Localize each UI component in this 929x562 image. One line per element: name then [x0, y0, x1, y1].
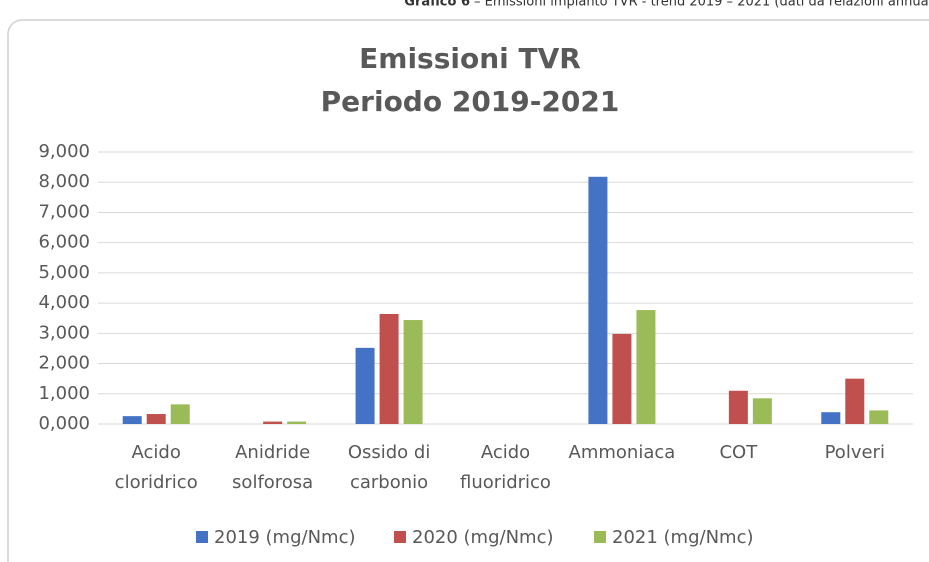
y-tick-label: 5,000: [38, 262, 90, 283]
x-tick-label: cloridrico: [115, 472, 198, 493]
x-tick-label: Ossido di: [348, 442, 431, 463]
y-tick-label: 0,000: [38, 413, 90, 434]
bar: [728, 390, 748, 424]
legend-swatch: [394, 531, 406, 543]
y-tick-label: 4,000: [38, 292, 90, 313]
bar: [636, 310, 656, 424]
bar: [403, 320, 423, 424]
x-tick-label: COT: [719, 442, 758, 463]
x-tick-label: fluoridrico: [460, 472, 551, 493]
legend-label: 2019 (mg/Nmc): [214, 527, 356, 548]
bar: [379, 313, 399, 424]
x-tick-label: Acido: [481, 442, 530, 463]
legend-label: 2021 (mg/Nmc): [612, 527, 754, 548]
x-tick-label: Polveri: [825, 442, 885, 463]
y-tick-label: 9,000: [38, 141, 90, 162]
x-tick-label: Ammoniaca: [569, 442, 676, 463]
bar: [146, 414, 166, 424]
x-tick-label: solforosa: [232, 472, 313, 493]
y-tick-label: 1,000: [38, 383, 90, 404]
x-tick-label: Acido: [132, 442, 181, 463]
bar: [845, 378, 865, 424]
caption: – Emissioni impianto TVR - trend 2019 – …: [474, 0, 929, 10]
chart-title: Emissioni TVR: [359, 42, 581, 75]
y-tick-label: 6,000: [38, 232, 90, 253]
caption-label: Grafico 6: [404, 0, 470, 10]
chart-frame: [7, 19, 929, 562]
y-tick-label: 8,000: [38, 171, 90, 192]
x-tick-label: carbonio: [350, 472, 428, 493]
bar: [170, 404, 190, 424]
chart-title: Periodo 2019-2021: [321, 85, 620, 118]
legend-swatch: [594, 531, 606, 543]
bar: [821, 412, 841, 424]
bar: [355, 347, 375, 424]
legend-label: 2020 (mg/Nmc): [412, 527, 554, 548]
y-tick-label: 7,000: [38, 201, 90, 222]
bar: [588, 176, 608, 424]
bar: [869, 410, 889, 424]
bar: [263, 421, 283, 424]
bar: [122, 416, 142, 424]
legend-swatch: [196, 531, 208, 543]
y-tick-label: 3,000: [38, 322, 90, 343]
bar: [612, 333, 632, 424]
bar: [287, 421, 307, 424]
y-tick-label: 2,000: [38, 353, 90, 374]
bar: [752, 398, 772, 424]
x-tick-label: Anidride: [235, 442, 310, 463]
